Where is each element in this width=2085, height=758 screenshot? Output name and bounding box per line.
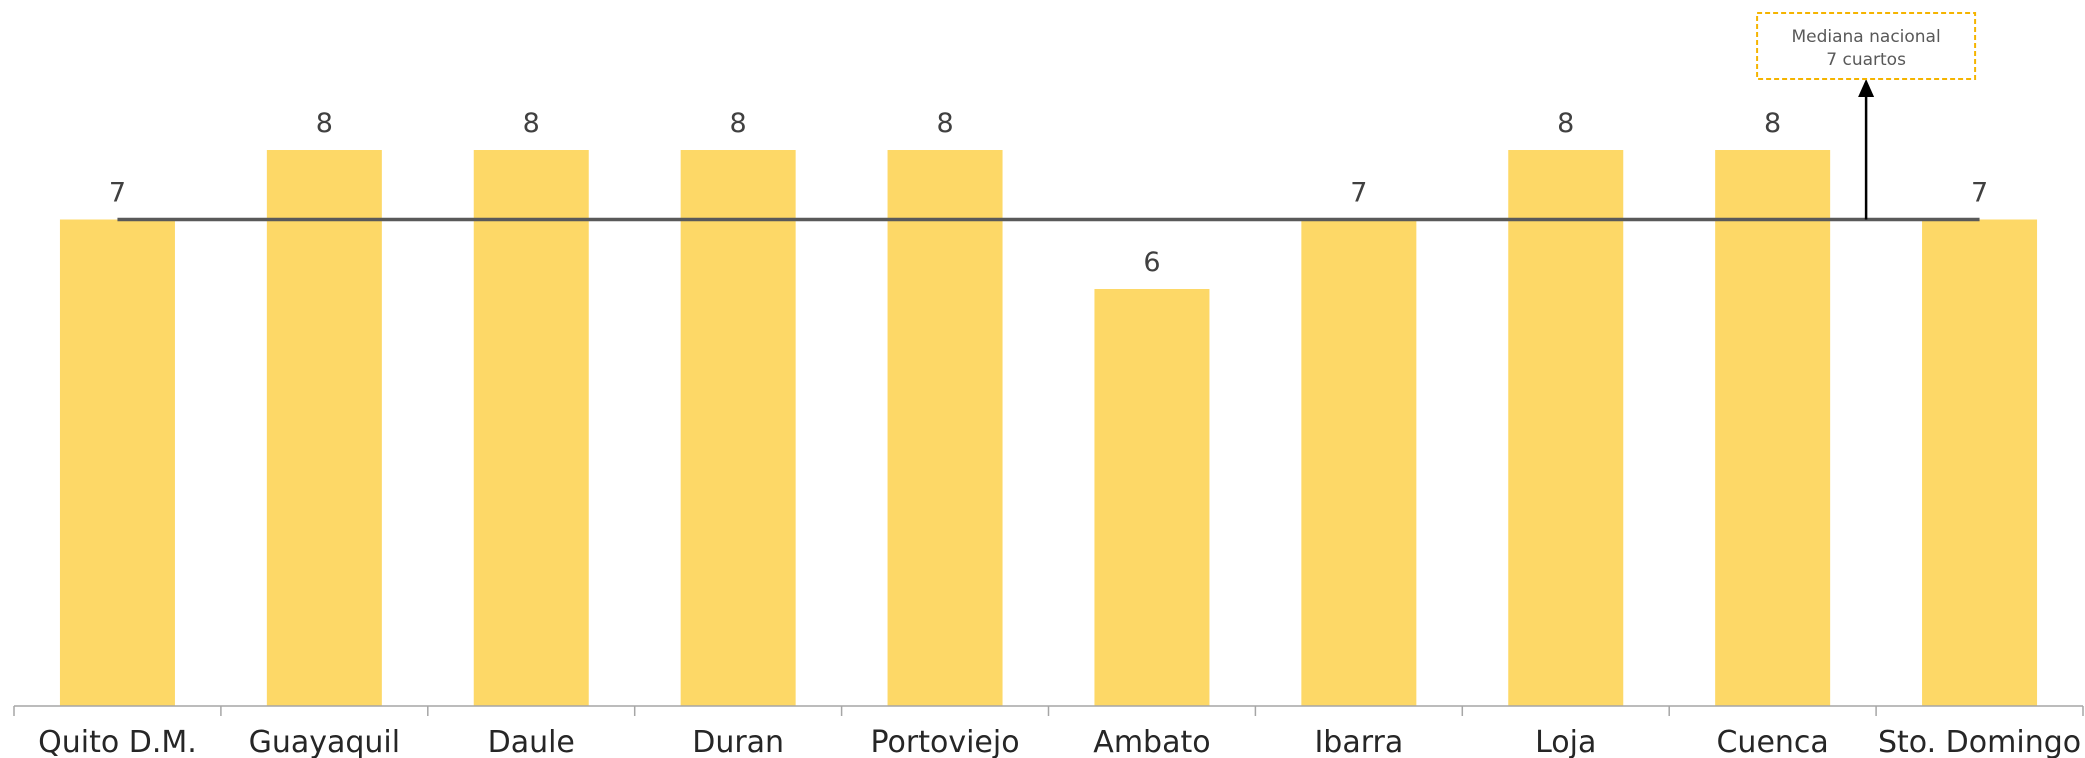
bar-ambato [1094, 289, 1210, 706]
value-label: 8 [1557, 108, 1574, 139]
category-label: Loja [1535, 725, 1596, 758]
annotation-box [1756, 12, 1977, 80]
value-label: 8 [936, 108, 953, 139]
category-label: Portoviejo [871, 725, 1020, 758]
category-label: Sto. Domingo [1878, 725, 2081, 758]
value-labels-group: 7 8 8 8 8 6 7 8 8 7 [109, 108, 1988, 278]
bars-group [59, 150, 2038, 706]
bar-sto-domingo [1922, 219, 2038, 706]
category-label: Quito D.M. [38, 725, 197, 758]
category-label: Cuenca [1716, 725, 1828, 758]
category-label: Daule [488, 725, 575, 758]
value-label: 7 [1971, 178, 1988, 209]
bar-duran [680, 150, 796, 706]
bar-portoviejo [887, 150, 1003, 706]
value-label: 7 [109, 178, 126, 209]
value-label: 8 [1764, 108, 1781, 139]
bar-cuenca [1715, 150, 1831, 706]
value-label: 7 [1350, 178, 1367, 209]
median-annotation: Mediana nacional 7 cuartos [1756, 12, 1977, 220]
bar-guayaquil [266, 150, 382, 706]
category-label: Ibarra [1314, 725, 1403, 758]
bar-ibarra [1301, 219, 1417, 706]
bar-daule [473, 150, 589, 706]
category-labels-group: Quito D.M. Guayaquil Daule Duran Portoviejo A… [38, 725, 2081, 758]
value-label: 8 [523, 108, 540, 139]
category-label: Guayaquil [249, 725, 401, 758]
value-label: 8 [316, 108, 333, 139]
value-label: 6 [1143, 247, 1160, 278]
annotation-line-2: 7 cuartos [1826, 50, 1906, 70]
category-label: Ambato [1093, 725, 1210, 758]
value-label: 8 [730, 108, 747, 139]
annotation-line-1: Mediana nacional [1791, 27, 1940, 47]
bar-loja [1508, 150, 1624, 706]
x-axis-ticks-group [13, 706, 2084, 716]
bar-quito-d-m [59, 219, 175, 706]
category-label: Duran [692, 725, 784, 758]
annotation-arrow-head [1858, 79, 1875, 97]
